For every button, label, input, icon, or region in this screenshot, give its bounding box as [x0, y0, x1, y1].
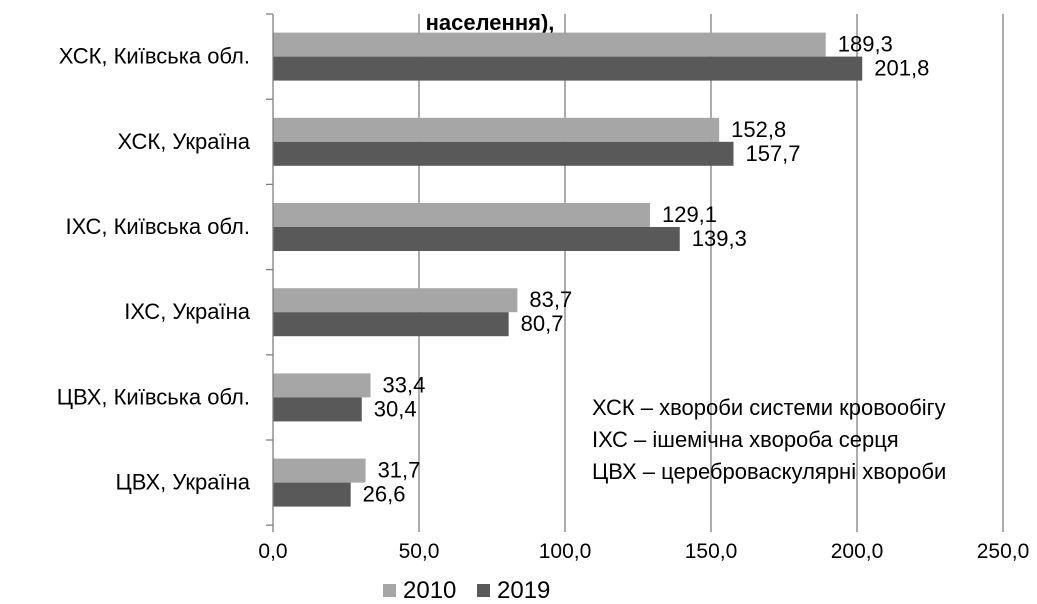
abbreviation-note-1: ХСК – хвороби системи кровообігу	[592, 395, 946, 420]
data-label: 157,7	[745, 141, 800, 166]
data-label: 189,3	[838, 32, 893, 57]
data-label: 201,8	[874, 56, 929, 81]
legend-label-2019: 2019	[497, 577, 550, 604]
bar-2010	[273, 32, 826, 57]
bar-2010	[273, 458, 366, 483]
x-tick-label: 150,0	[685, 540, 738, 563]
legend-swatch-2019	[477, 584, 490, 597]
bar-2019	[273, 141, 734, 166]
bar-2010	[273, 373, 371, 398]
abbreviation-note-3: ЦВХ – цереброваскулярні хвороби	[592, 459, 947, 484]
chart-title: населення),	[426, 10, 555, 35]
bar-2019	[273, 56, 863, 81]
axes: 0,0 50,0 100,0 150,0 200,0 250,0	[258, 13, 1030, 563]
abbreviation-note-2: ІХС – ішемічна хвороба серця	[592, 427, 899, 452]
bar-2019	[273, 227, 680, 251]
data-label: 33,4	[383, 372, 426, 397]
category-label: ХСК, Україна	[118, 129, 251, 154]
x-tick-label: 100,0	[539, 540, 592, 563]
data-label: 30,4	[374, 396, 417, 421]
bar-2010	[273, 288, 518, 313]
data-label: 129,1	[662, 202, 717, 227]
bar-2019	[273, 397, 362, 422]
grid-lines	[418, 14, 1004, 525]
category-label: ЦВХ, Київська обл.	[57, 384, 250, 409]
x-tick-label: 250,0	[977, 540, 1030, 563]
bar-2010	[273, 203, 650, 227]
x-tick-label: 200,0	[831, 540, 884, 563]
legend-label-2010: 2010	[403, 577, 456, 604]
data-label: 83,7	[529, 287, 572, 312]
data-label: 80,7	[521, 311, 564, 336]
legend-swatch-2010	[383, 584, 396, 597]
category-label: ІХС, Україна	[124, 299, 251, 324]
category-label: ЦВХ, Україна	[116, 470, 251, 495]
category-label: ХСК, Київська обл.	[59, 44, 250, 69]
x-tick-label: 50,0	[399, 540, 440, 563]
data-label: 26,6	[363, 482, 406, 507]
data-label: 139,3	[692, 226, 747, 251]
legend: 2010 2019	[383, 577, 550, 604]
bars	[273, 32, 863, 507]
bar-2019	[273, 482, 351, 507]
x-tick-label: 0,0	[258, 540, 287, 563]
category-label: ІХС, Київська обл.	[65, 214, 250, 239]
data-label: 31,7	[378, 458, 421, 483]
bar-2019	[273, 312, 509, 337]
data-label: 152,8	[731, 117, 786, 142]
bar-2010	[273, 117, 720, 142]
